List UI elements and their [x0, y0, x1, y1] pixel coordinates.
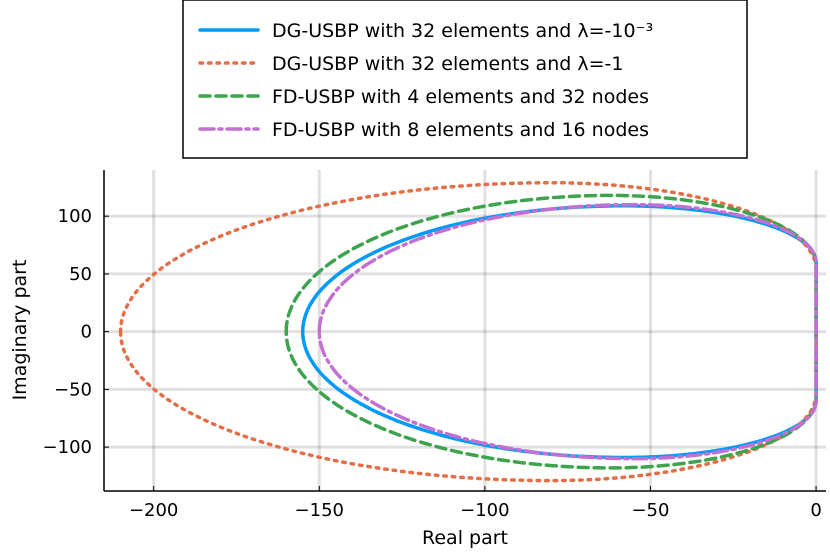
x-tick-label: 0	[810, 500, 821, 521]
y-tick-label: −50	[54, 379, 92, 400]
series-4-line	[317, 202, 818, 461]
legend-label-1: DG-USBP with 32 elements and λ=-10⁻³	[272, 20, 653, 42]
x-tick-label: −100	[460, 500, 509, 521]
y-tick-label: 0	[81, 322, 92, 343]
y-axis-title: Imaginary part	[9, 260, 31, 401]
series-layer	[118, 180, 818, 483]
x-axis-title: Real part	[422, 527, 508, 549]
x-tick-label: −50	[631, 500, 669, 521]
legend-label-2: DG-USBP with 32 elements and λ=-1	[272, 53, 623, 75]
x-tick-label: −200	[129, 500, 178, 521]
x-tick-label: −150	[295, 500, 344, 521]
legend-box	[182, 0, 748, 159]
legend-label-4: FD-USBP with 8 elements and 16 nodes	[272, 119, 649, 141]
axes	[103, 170, 826, 492]
legend: DG-USBP with 32 elements and λ=-10⁻³ DG-U…	[182, 0, 748, 159]
y-tick-label: 50	[69, 264, 92, 285]
legend-label-3: FD-USBP with 4 elements and 32 nodes	[272, 86, 649, 108]
series-2-line	[118, 180, 818, 483]
y-tick-label: 100	[58, 206, 92, 227]
y-tick-label: −100	[43, 437, 92, 458]
tick-labels: −200 −150 −100 −50 0 −100 −50 0 50 100	[43, 206, 822, 521]
